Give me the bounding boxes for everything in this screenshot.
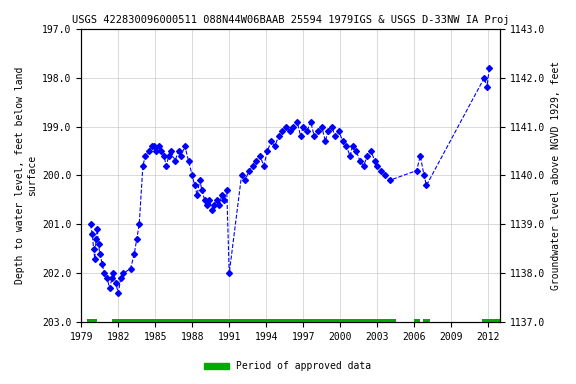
Bar: [88, 319, 97, 326]
Y-axis label: Groundwater level above NGVD 1929, feet: Groundwater level above NGVD 1929, feet: [551, 61, 561, 290]
Bar: [414, 319, 420, 326]
Y-axis label: Depth to water level, feet below land
surface: Depth to water level, feet below land su…: [15, 67, 37, 284]
Bar: [423, 319, 430, 326]
Bar: [482, 319, 501, 326]
Legend: Period of approved data: Period of approved data: [200, 358, 376, 375]
Title: USGS 422830096000511 088N44W06BAAB 25594 1979IGS & USGS D-33NW IA Proj: USGS 422830096000511 088N44W06BAAB 25594…: [72, 15, 510, 25]
Bar: [112, 319, 396, 326]
